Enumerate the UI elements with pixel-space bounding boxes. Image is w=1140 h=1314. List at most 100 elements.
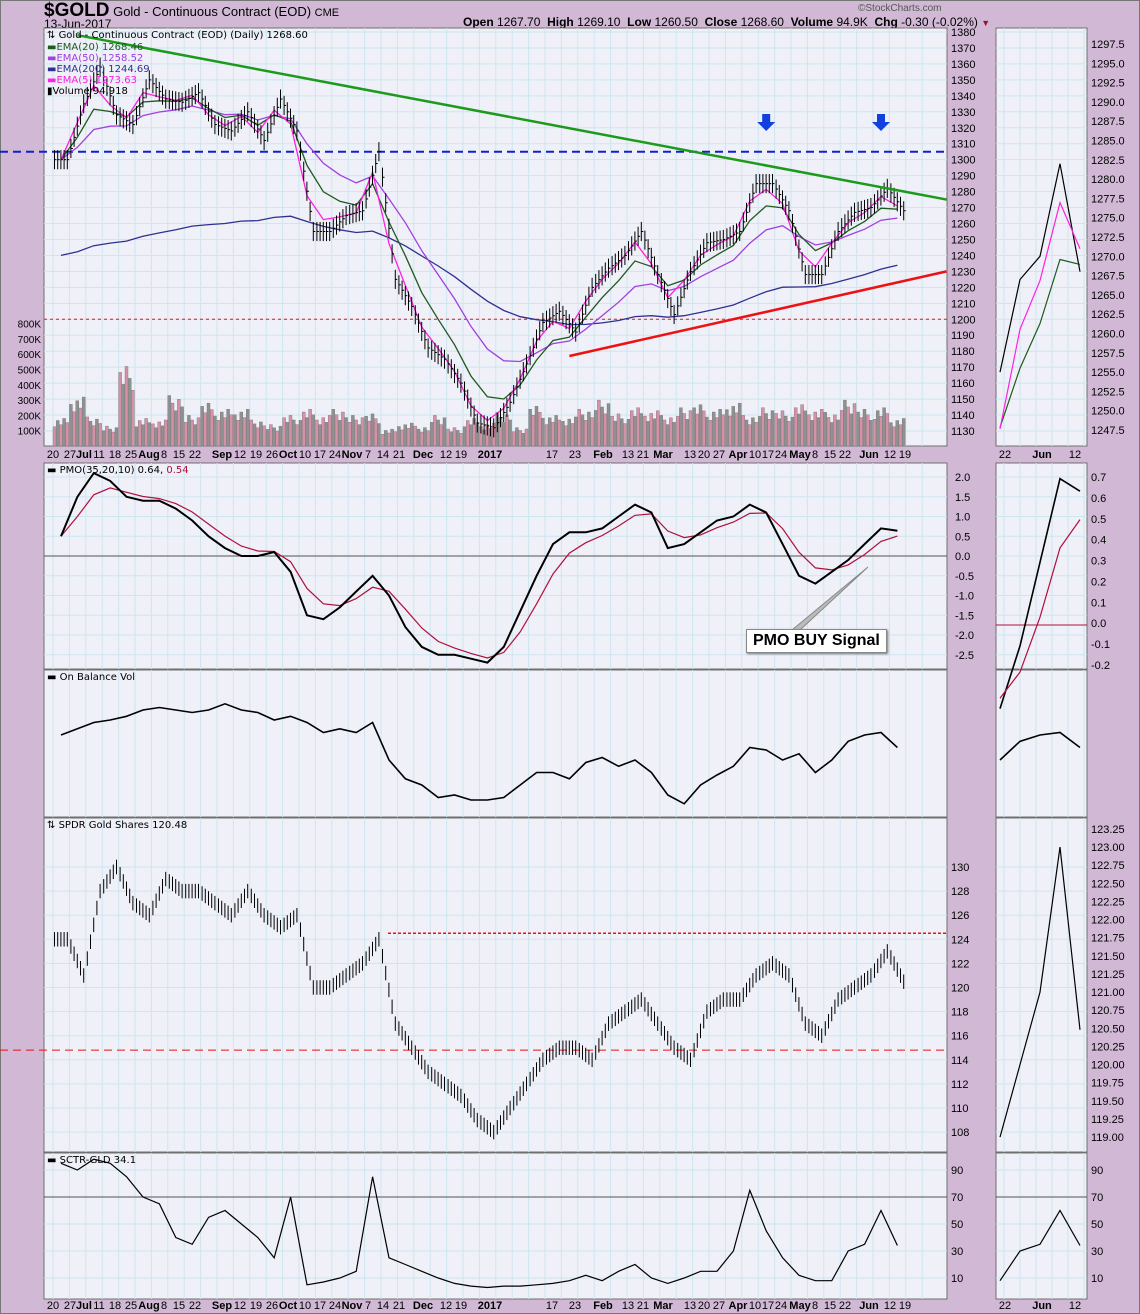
volume-bar xyxy=(111,431,116,447)
volume-bar xyxy=(826,417,831,447)
mini-price-axis-label: 1295.0 xyxy=(1091,58,1125,70)
volume-bar xyxy=(662,419,667,447)
volume-bar xyxy=(95,418,99,447)
volume-bar xyxy=(466,420,470,447)
volume-bar xyxy=(200,406,204,447)
date-axis-label: 24 xyxy=(775,449,787,461)
date-axis-label: 8 xyxy=(161,449,167,461)
legend-ema50-text: EMA(50) 1258.52 xyxy=(56,53,144,64)
legend-ema5: ▬EMA(5) 1273.63 xyxy=(47,75,137,86)
volume-bar xyxy=(754,422,758,447)
date-axis-label: 27 xyxy=(64,1300,76,1312)
volume-bar xyxy=(538,411,542,447)
sctr-line xyxy=(60,1158,898,1289)
volume-bar xyxy=(656,410,660,447)
volume-bar xyxy=(807,414,811,447)
mini-price-axis-label: 1267.5 xyxy=(1091,271,1125,283)
volume-bar xyxy=(633,416,637,447)
volume-bar xyxy=(134,426,139,447)
volume-bar xyxy=(892,426,896,447)
volume-bar xyxy=(256,427,260,447)
volume-bar xyxy=(823,412,827,447)
date-axis-label: 17 xyxy=(546,1300,558,1312)
volume-bar xyxy=(666,424,670,447)
volume-bar xyxy=(859,417,863,447)
down-arrow-icon xyxy=(872,114,890,131)
price-axis-label: 1140 xyxy=(951,410,975,422)
chg-value: -0.30 (-0.02%) xyxy=(901,15,978,29)
volume-bar xyxy=(833,414,837,447)
volume-bar xyxy=(866,414,870,447)
volume-bar xyxy=(439,424,443,447)
date-axis-label: Feb xyxy=(593,1300,613,1312)
volume-bar xyxy=(154,427,158,447)
volume-bar xyxy=(636,407,640,447)
volume-bar xyxy=(308,409,312,447)
legend-price: ⇅ Gold - Continuous Contract (EOD) (Dail… xyxy=(47,30,308,41)
volume-axis-label: 400K xyxy=(18,381,42,392)
volume-bar xyxy=(688,410,693,447)
date-axis-label: Feb xyxy=(593,449,613,461)
legend-ema200: ▬EMA(200) 1244.69 xyxy=(47,64,150,75)
mini-pmo-axis-label: 0.0 xyxy=(1091,618,1106,630)
volume-bar xyxy=(761,407,765,447)
volume-bar xyxy=(456,430,460,447)
spdr-axis-label: 130 xyxy=(951,862,969,874)
volume-bar xyxy=(213,415,217,447)
date-axis-label: 17 xyxy=(546,449,558,461)
volume-bar xyxy=(780,410,785,447)
date-axis-label: 26 xyxy=(266,449,278,461)
volume-bar xyxy=(406,428,411,447)
close-label: Close xyxy=(704,15,738,29)
date-axis-label: 10 xyxy=(749,1300,761,1312)
volume-bar xyxy=(895,420,899,447)
date-axis-label: 24 xyxy=(329,449,341,461)
volume-bar xyxy=(98,423,102,447)
volume-bar xyxy=(721,414,725,447)
volume-bar xyxy=(203,412,208,447)
date-axis-label: 15 xyxy=(173,449,185,461)
date-axis-label: 17 xyxy=(314,1300,326,1312)
volume-bar xyxy=(180,406,184,447)
volume-bar xyxy=(843,399,847,447)
volume-bar xyxy=(787,421,791,447)
date-axis-label: 26 xyxy=(266,1300,278,1312)
volume-bar xyxy=(141,424,145,447)
legend-pmo: ▬ PMO(35,20,10) 0.64, 0.54 xyxy=(47,465,189,476)
volume-axis-label: 300K xyxy=(18,396,42,407)
date-axis-label: 8 xyxy=(812,449,818,461)
date-axis-label: 13 xyxy=(622,1300,634,1312)
close-value: 1268.60 xyxy=(740,15,784,29)
volume-bar xyxy=(554,415,558,447)
price-axis-label: 1350 xyxy=(951,75,975,87)
mini-price-axis-label: 1255.0 xyxy=(1091,367,1125,379)
volume-bar xyxy=(594,410,598,447)
volume-bar xyxy=(272,427,276,447)
date-axis-label: 24 xyxy=(775,1300,787,1312)
volume-bar xyxy=(849,413,853,447)
mini-obv-line xyxy=(999,731,1081,761)
legend-ema20: ▬EMA(20) 1268.46 xyxy=(47,42,144,53)
mini-spdr-axis-label: 120.50 xyxy=(1091,1023,1125,1035)
volume-bar xyxy=(56,420,60,447)
volume-bar xyxy=(88,421,93,447)
low-value: 1260.50 xyxy=(654,15,698,29)
price-axis-label: 1240 xyxy=(951,250,975,262)
down-arrow-icon xyxy=(757,114,776,131)
volume-bar xyxy=(820,409,824,447)
sctr-axis-label: 70 xyxy=(951,1192,963,1204)
volume-bar xyxy=(147,422,152,447)
mini-price-axis-label: 1247.5 xyxy=(1091,425,1125,437)
mini-price-line xyxy=(999,163,1081,373)
date-axis-label: 17 xyxy=(762,1300,774,1312)
volume-bar xyxy=(114,427,119,447)
volume-bar xyxy=(206,402,211,447)
volume-bar xyxy=(413,425,417,447)
mini-spdr-axis-label: 121.75 xyxy=(1091,933,1125,945)
date-axis-label: 10 xyxy=(299,1300,311,1312)
legend-obv: ▬ On Balance Vol xyxy=(47,672,136,683)
mini-spdr-axis-label: 122.75 xyxy=(1091,860,1125,872)
pmo-axis-label: 1.5 xyxy=(955,492,970,504)
price-axis-label: 1300 xyxy=(951,155,975,167)
